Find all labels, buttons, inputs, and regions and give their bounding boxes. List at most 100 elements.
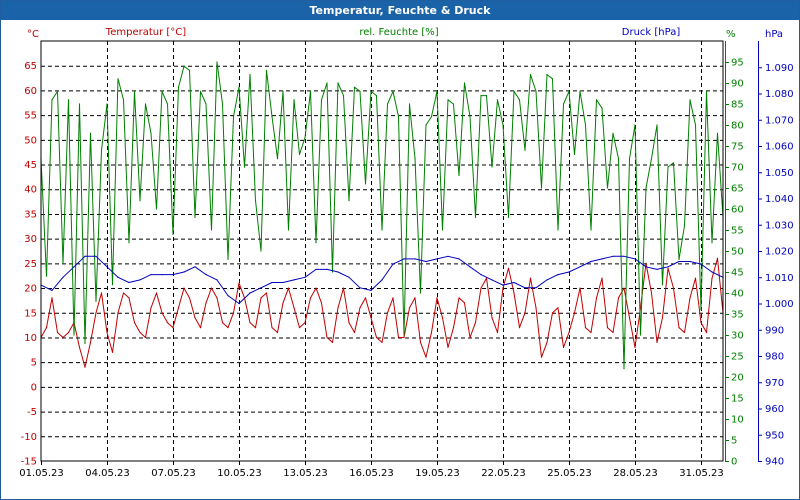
- data-point-pressure: [238, 302, 240, 305]
- data-point-humidity: [320, 99, 323, 101]
- data-point-temperature: [177, 307, 180, 309]
- data-point-humidity: [238, 86, 240, 88]
- humidity-tick-label: 0: [731, 457, 737, 468]
- data-point-humidity: [474, 216, 477, 218]
- data-point-temperature: [155, 292, 158, 294]
- humidity-axis-label: rel. Feuchte [%]: [359, 27, 438, 38]
- data-point-temperature: [326, 336, 328, 339]
- data-point-humidity: [84, 342, 86, 344]
- data-point-pressure: [161, 274, 163, 276]
- data-point-temperature: [425, 356, 427, 358]
- data-point-humidity: [562, 103, 565, 105]
- data-point-pressure: [480, 274, 482, 276]
- data-point-humidity: [51, 99, 53, 101]
- data-point-temperature: [441, 317, 444, 319]
- data-point-pressure: [282, 281, 284, 284]
- data-point-temperature: [419, 341, 422, 343]
- data-point-pressure: [689, 260, 691, 263]
- data-point-temperature: [183, 287, 185, 289]
- data-point-humidity: [375, 95, 378, 97]
- data-point-temperature: [315, 287, 317, 289]
- data-point-pressure: [106, 266, 108, 268]
- data-point-temperature: [144, 336, 147, 339]
- data-point-humidity: [579, 90, 581, 92]
- data-point-temperature: [298, 327, 301, 329]
- x-tick-label: 19.05.23: [415, 468, 460, 479]
- data-point-temperature: [128, 297, 130, 299]
- data-point-temperature: [667, 267, 669, 269]
- pressure-unit-label: hPa: [765, 29, 783, 40]
- data-point-temperature: [232, 312, 235, 314]
- data-point-humidity: [557, 229, 559, 231]
- data-point-humidity: [683, 225, 686, 227]
- data-point-pressure: [194, 266, 196, 268]
- humidity-tick-label: 50: [731, 247, 744, 258]
- data-point-humidity: [430, 116, 433, 118]
- data-point-humidity: [656, 124, 658, 126]
- data-point-temperature: [573, 312, 576, 314]
- temperature-tick-label: 25: [24, 259, 37, 270]
- data-point-temperature: [249, 322, 251, 324]
- data-point-pressure: [205, 274, 207, 276]
- pressure-tick-label: 1.080: [765, 89, 794, 100]
- data-point-pressure: [711, 271, 713, 273]
- data-point-pressure: [612, 255, 614, 257]
- data-point-temperature: [656, 341, 658, 343]
- data-point-pressure: [403, 258, 405, 260]
- pressure-tick-label: 1.010: [765, 273, 794, 284]
- data-point-humidity: [73, 334, 75, 336]
- data-point-temperature: [265, 292, 268, 294]
- temperature-tick-label: -5: [27, 407, 37, 418]
- data-point-temperature: [139, 331, 141, 334]
- data-point-temperature: [166, 322, 169, 324]
- data-point-humidity: [150, 132, 152, 134]
- data-point-temperature: [469, 336, 471, 339]
- data-point-humidity: [155, 208, 158, 210]
- data-point-humidity: [546, 74, 548, 76]
- pressure-tick-label: 1.070: [765, 115, 794, 126]
- data-point-humidity: [590, 229, 592, 231]
- data-point-pressure: [700, 263, 702, 265]
- data-point-temperature: [513, 292, 515, 294]
- pressure-tick-label: 1.000: [765, 299, 794, 310]
- data-point-humidity: [524, 149, 526, 151]
- series-line-humidity: [40, 61, 724, 370]
- data-point-temperature: [529, 277, 532, 279]
- data-point-humidity: [331, 271, 334, 273]
- data-point-humidity: [188, 69, 191, 71]
- data-point-humidity: [100, 149, 103, 151]
- data-point-pressure: [359, 287, 361, 289]
- data-point-pressure: [381, 279, 383, 281]
- data-point-humidity: [551, 78, 554, 80]
- pressure-tick-label: 950: [765, 430, 784, 441]
- data-point-humidity: [667, 166, 669, 168]
- data-point-temperature: [386, 312, 389, 314]
- data-point-temperature: [370, 317, 372, 319]
- data-point-humidity: [78, 103, 81, 105]
- data-point-temperature: [491, 317, 493, 319]
- data-point-humidity: [166, 103, 169, 105]
- data-point-humidity: [337, 82, 339, 84]
- data-point-temperature: [568, 331, 570, 334]
- data-point-temperature: [397, 336, 400, 339]
- data-point-temperature: [359, 307, 361, 309]
- temperature-axis-label: Temperatur [°C]: [105, 27, 186, 38]
- data-point-temperature: [436, 297, 438, 299]
- data-point-temperature: [89, 341, 92, 343]
- humidity-tick-label: 80: [731, 121, 744, 132]
- data-point-temperature: [221, 322, 224, 324]
- data-point-humidity: [210, 229, 213, 231]
- data-point-temperature: [447, 346, 449, 348]
- pressure-tick-label: 960: [765, 404, 784, 415]
- data-point-pressure: [502, 284, 504, 286]
- temperature-tick-label: 15: [24, 308, 37, 319]
- pressure-tick-label: 990: [765, 325, 784, 336]
- data-point-pressure: [447, 255, 449, 257]
- data-point-pressure: [546, 279, 548, 281]
- x-tick-label: 13.05.23: [283, 468, 328, 479]
- pressure-tick-label: 1.090: [765, 63, 794, 74]
- data-point-pressure: [535, 287, 537, 289]
- humidity-tick-label: 90: [731, 79, 744, 90]
- temperature-unit-label: °C: [27, 29, 39, 40]
- data-point-temperature: [375, 336, 378, 339]
